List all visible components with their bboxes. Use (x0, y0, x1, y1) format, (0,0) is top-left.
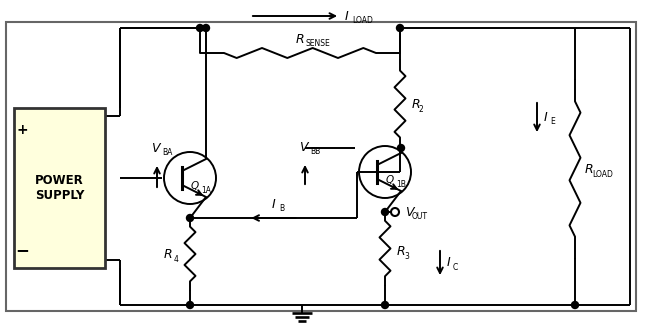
Text: −: − (15, 241, 29, 259)
Text: SENSE: SENSE (306, 38, 331, 48)
Circle shape (382, 302, 389, 308)
Circle shape (187, 214, 194, 221)
Text: R: R (397, 245, 406, 258)
Circle shape (398, 145, 404, 152)
Text: LOAD: LOAD (592, 169, 613, 178)
Text: I: I (447, 257, 450, 269)
Text: B: B (280, 204, 285, 213)
FancyBboxPatch shape (14, 108, 105, 268)
Text: 4: 4 (174, 255, 179, 263)
Text: R: R (164, 248, 172, 260)
Text: +: + (16, 123, 28, 137)
Circle shape (571, 302, 578, 308)
Text: I: I (272, 198, 276, 211)
Text: R: R (412, 98, 421, 111)
Text: LOAD: LOAD (352, 16, 373, 24)
Text: 3: 3 (404, 252, 409, 261)
Text: OUT: OUT (412, 212, 428, 220)
Text: R: R (585, 163, 593, 175)
Text: V: V (299, 140, 307, 154)
Text: I: I (544, 111, 548, 124)
Text: E: E (550, 117, 554, 126)
Text: POWER
SUPPLY: POWER SUPPLY (35, 174, 84, 202)
Circle shape (396, 24, 404, 31)
Text: BB: BB (310, 147, 320, 156)
Text: 1B: 1B (396, 179, 406, 188)
Circle shape (203, 24, 209, 31)
Text: 1A: 1A (201, 185, 211, 195)
Text: V: V (151, 141, 159, 155)
Text: R: R (296, 32, 304, 45)
Circle shape (196, 24, 203, 31)
Circle shape (382, 209, 389, 215)
Text: BA: BA (162, 148, 172, 157)
Text: Q: Q (191, 181, 199, 191)
Circle shape (187, 302, 194, 308)
Text: 2: 2 (419, 105, 424, 114)
Text: I: I (345, 10, 349, 23)
Text: V: V (405, 206, 413, 218)
Text: C: C (453, 262, 458, 271)
Text: Q: Q (386, 175, 394, 185)
